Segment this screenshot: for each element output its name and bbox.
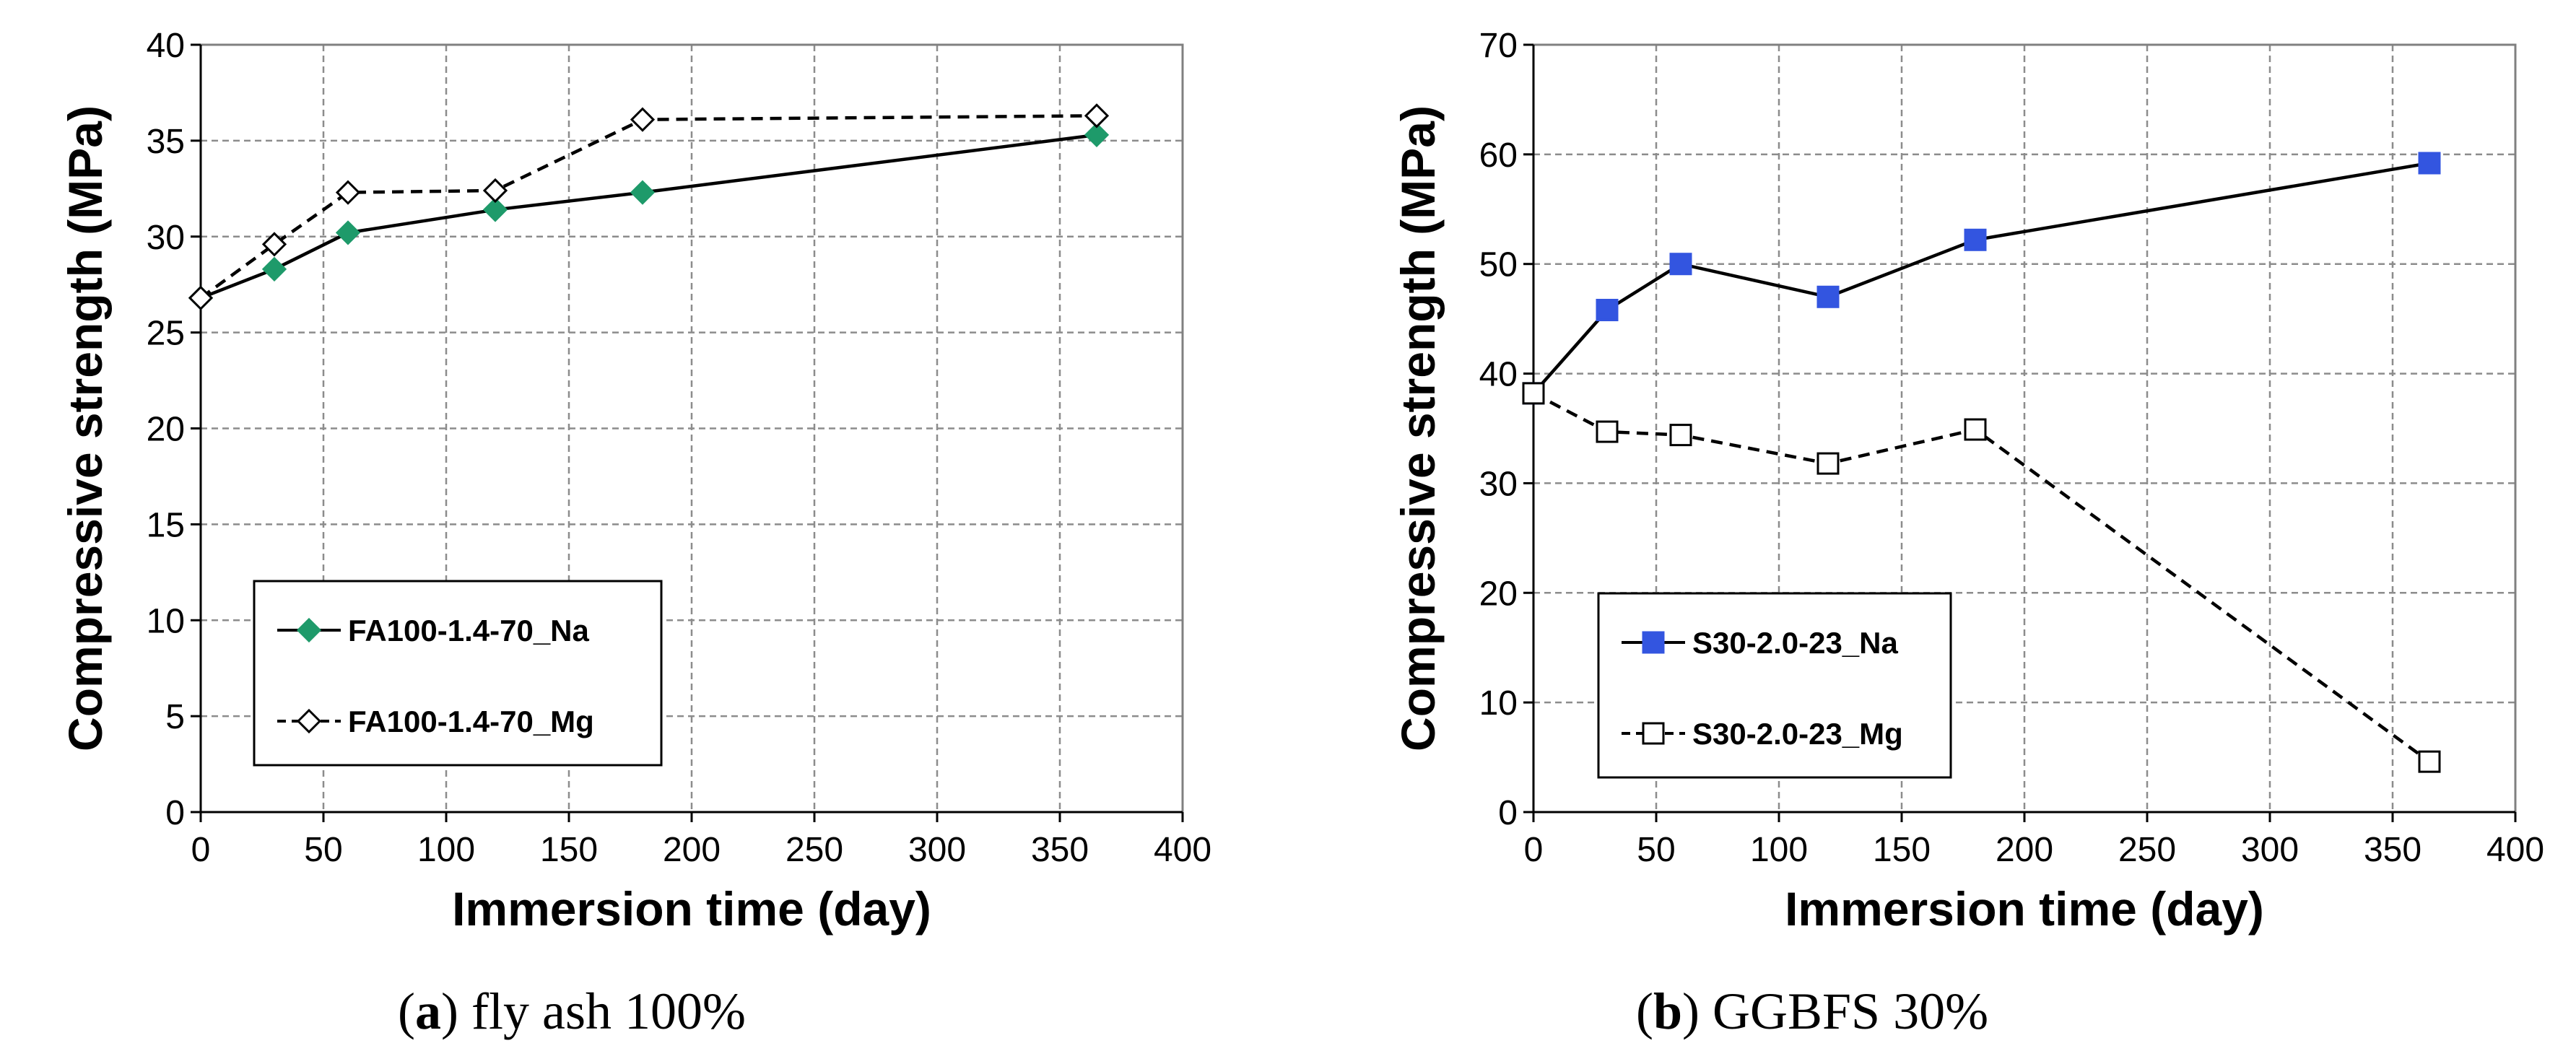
chart-b-y-tick-label: 40 [1479,356,1518,394]
chart-b-point-s30-2-0-23-na [1816,285,1840,308]
chart-b-legend [1597,592,1952,779]
caption-a: (a) fly ash 100% [398,982,746,1040]
chart-b-y-axis-label: Compressive strength (MPa) [1391,105,1445,751]
chart-b-point-s30-2-0-23-mg [1816,452,1840,475]
chart-b-x-axis-label: Immersion time (day) [1785,882,2264,936]
chart-a-y-tick-label: 30 [147,219,185,257]
chart-a-point-fa100-1-4-70-mg [188,285,214,310]
chart-b-y-tick-label: 50 [1479,246,1518,284]
chart-a-point-fa100-1-4-70-mg [1084,103,1110,128]
chart-a-point-fa100-1-4-70-na [261,256,287,282]
chart-a-x-tick-label: 100 [417,831,475,869]
chart-a-y-tick-label: 35 [147,123,185,161]
chart-a: 0 50 100 150 200 250 300 350 400 0 5 10 15 20 25 30 35 40… [58,27,1211,936]
chart-a-legend-marker [296,708,322,734]
chart-a-x-tick-label: 350 [1031,831,1089,869]
chart-a-point-fa100-1-4-70-na [630,180,656,205]
chart-a-x-tick-label: 50 [304,831,342,869]
chart-b-x-tick-label: 400 [2486,831,2544,869]
caption-b-text: GGBFS 30% [1712,982,1989,1040]
chart-a-y-tick-label: 40 [147,27,185,65]
chart-b-x-tick-label: 150 [1873,831,1931,869]
chart-b-y-tick-label: 10 [1479,684,1518,723]
chart-a-x-tick-label: 250 [786,831,843,869]
chart-b-x-tick-label: 250 [2118,831,2176,869]
chart-b-legend-marker [1642,631,1665,654]
chart-a-y-axis-label: Compressive strength (MPa) [58,105,112,751]
chart-b-point-s30-2-0-23-mg [1596,420,1619,443]
chart-b-point-s30-2-0-23-mg [1522,382,1545,405]
chart-b-point-s30-2-0-23-na [2418,152,2441,175]
chart-a-point-fa100-1-4-70-mg [630,107,656,132]
chart-a-x-tick-label: 150 [540,831,598,869]
chart-a-x-tick-label: 400 [1154,831,1211,869]
chart-b-point-s30-2-0-23-na [1596,298,1619,321]
chart-b-point-s30-2-0-23-mg [1964,418,1987,441]
chart-b-x-tick-label: 0 [1524,831,1544,869]
chart-b-y-tick-label: 70 [1479,27,1518,65]
chart-b-y-tick-label: 60 [1479,136,1518,175]
chart-a-y-tick-label: 25 [147,315,185,353]
chart-a-series-line-fa100-1-4-70-na [200,133,1097,300]
chart-b-point-s30-2-0-23-na [1669,253,1692,276]
chart-a-point-fa100-1-4-70-na [1084,122,1110,148]
chart-a-y-tick-label: 20 [147,411,185,449]
chart-a-point-fa100-1-4-70-mg [261,232,287,257]
chart-b-legend-label: S30-2.0-23_Na [1692,626,1898,660]
chart-a-series-line-fa100-1-4-70-mg [199,114,1097,300]
chart-a-y-tick-label: 15 [147,506,185,544]
chart-b-legend-marker [1642,722,1665,745]
caption-a-text: fly ash 100% [471,982,746,1040]
chart-a-y-tick-label: 10 [147,602,185,640]
chart-b-legend-label: S30-2.0-23_Mg [1692,717,1903,751]
chart-b-series-line-s30-2-0-23-na [1532,161,2430,395]
chart-a-x-tick-label: 0 [191,831,211,869]
chart-b-point-s30-2-0-23-na [1964,228,1987,251]
chart-a-legend [253,580,663,767]
chart-a-y-tick-label: 5 [165,698,185,736]
chart-a-x-tick-label: 300 [908,831,966,869]
chart-a-x-tick-label: 200 [663,831,721,869]
chart-a-legend-label: FA100-1.4-70_Na [348,614,590,647]
chart-a-point-fa100-1-4-70-na [482,197,508,222]
chart-a-point-fa100-1-4-70-mg [335,180,361,205]
caption-b: (b) GGBFS 30% [1635,982,1989,1040]
chart-a-y-tick-label: 0 [165,794,185,832]
chart-b-y-tick-label: 20 [1479,575,1518,613]
chart-b-y-tick-label: 30 [1479,465,1518,503]
caption-b-letter: b [1653,982,1682,1040]
chart-b: 0 50 100 150 200 250 300 350 400 0 10 20 30 40 50 60 70 I… [1391,27,2544,936]
chart-b-point-s30-2-0-23-mg [2418,750,2441,773]
chart-b-x-tick-label: 50 [1637,831,1675,869]
chart-b-x-tick-label: 350 [2364,831,2421,869]
chart-a-x-axis-label: Immersion time (day) [452,882,931,936]
chart-a-point-fa100-1-4-70-na [335,220,361,245]
chart-b-x-tick-label: 200 [1996,831,2053,869]
chart-b-y-tick-label: 0 [1498,794,1518,832]
chart-a-legend-label: FA100-1.4-70_Mg [348,705,594,738]
chart-b-series-line-s30-2-0-23-mg [1532,391,2431,763]
chart-b-x-tick-label: 100 [1750,831,1808,869]
chart-b-x-tick-label: 300 [2241,831,2299,869]
chart-a-point-fa100-1-4-70-mg [482,178,508,204]
chart-a-legend-marker [296,617,322,643]
caption-a-letter: a [415,982,442,1040]
chart-b-point-s30-2-0-23-mg [1669,424,1692,447]
